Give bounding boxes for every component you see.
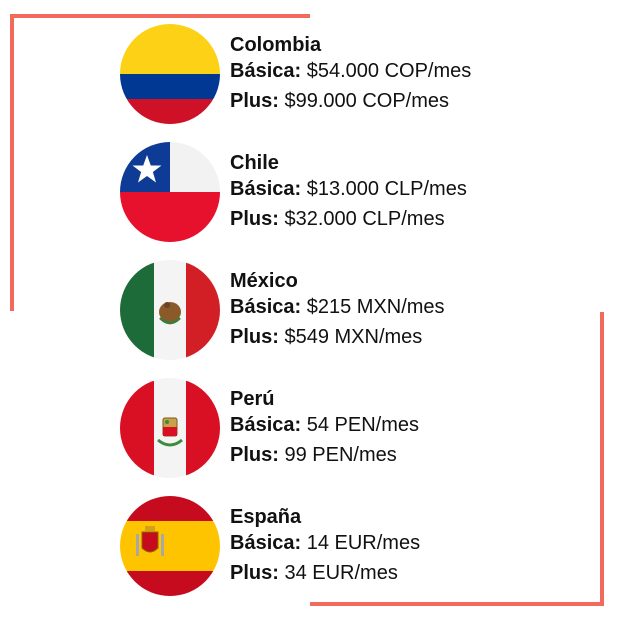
basica-price-row: Básica: $13.000 CLP/mes [230,174,467,204]
plus-price: 99 PEN/mes [284,444,397,466]
plus-price: $549 MXN/mes [284,326,423,348]
country-name: España [230,506,302,528]
basica-price: 54 PEN/mes [306,414,419,436]
frame-left-line [10,14,14,311]
basica-price-row: Básica: $215 MXN/mes [230,292,445,322]
peru-flag-icon [120,378,220,478]
country-name: Perú [230,388,275,410]
peru-info: Perú Básica: 54 PEN/mes Plus: 99 PEN/mes [230,388,419,470]
colombia-flag-icon [120,24,220,124]
basica-label: Básica: [230,532,302,554]
country-name: México [230,270,298,292]
basica-price-row: Básica: $54.000 COP/mes [230,56,471,86]
plus-price-row: Plus: $549 MXN/mes [230,322,445,352]
plus-label: Plus: [230,208,279,230]
plus-price: $99.000 COP/mes [284,90,449,112]
basica-label: Básica: [230,414,302,436]
colombia-info: Colombia Básica: $54.000 COP/mes Plus: $… [230,34,471,116]
plus-label: Plus: [230,444,279,466]
basica-price-row: Básica: 14 EUR/mes [230,528,420,558]
plus-label: Plus: [230,90,279,112]
plus-label: Plus: [230,562,279,584]
country-name: Chile [230,152,279,174]
plus-price: $32.000 CLP/mes [284,208,445,230]
frame-bottom-line [310,602,604,606]
basica-label: Básica: [230,60,302,82]
basica-price: $54.000 COP/mes [306,60,472,82]
plus-label: Plus: [230,326,279,348]
chile-flag-icon [120,142,220,242]
plus-price-row: Plus: $99.000 COP/mes [230,86,471,116]
frame-right-line [600,312,604,606]
country-name: Colombia [230,34,322,56]
mexico-info: México Básica: $215 MXN/mes Plus: $549 M… [230,270,445,352]
plus-price: 34 EUR/mes [284,562,398,584]
country-spain: España Básica: 14 EUR/mes Plus: 34 EUR/m… [120,496,540,596]
country-colombia: Colombia Básica: $54.000 COP/mes Plus: $… [120,24,540,124]
basica-price: $215 MXN/mes [306,296,445,318]
spain-info: España Básica: 14 EUR/mes Plus: 34 EUR/m… [230,506,420,588]
plus-price-row: Plus: $32.000 CLP/mes [230,204,467,234]
mexico-flag-icon [120,260,220,360]
plus-price-row: Plus: 34 EUR/mes [230,558,420,588]
plus-price-row: Plus: 99 PEN/mes [230,440,419,470]
frame-top-line [10,14,310,18]
country-peru: Perú Básica: 54 PEN/mes Plus: 99 PEN/mes [120,378,540,478]
spain-flag-icon [120,496,220,596]
basica-price: $13.000 CLP/mes [306,178,467,200]
basica-price-row: Básica: 54 PEN/mes [230,410,419,440]
country-mexico: México Básica: $215 MXN/mes Plus: $549 M… [120,260,540,360]
chile-info: Chile Básica: $13.000 CLP/mes Plus: $32.… [230,152,467,234]
basica-label: Básica: [230,296,302,318]
basica-price: 14 EUR/mes [306,532,421,554]
country-chile: Chile Básica: $13.000 CLP/mes Plus: $32.… [120,142,540,242]
basica-label: Básica: [230,178,302,200]
